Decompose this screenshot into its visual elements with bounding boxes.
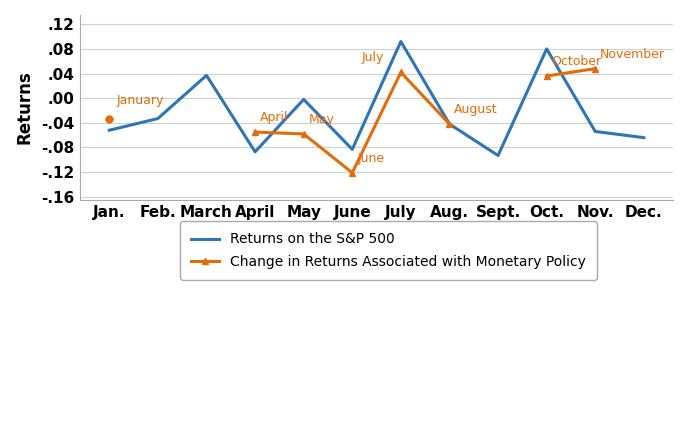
Text: November: November bbox=[600, 48, 665, 60]
Legend: Returns on the S&P 500, Change in Returns Associated with Monetary Policy: Returns on the S&P 500, Change in Return… bbox=[180, 221, 597, 280]
Text: July: July bbox=[361, 51, 384, 64]
Text: October: October bbox=[552, 55, 601, 68]
Text: May: May bbox=[308, 113, 334, 126]
Text: April: April bbox=[260, 111, 288, 124]
Y-axis label: Returns: Returns bbox=[15, 71, 33, 144]
Text: June: June bbox=[357, 152, 385, 165]
Text: January: January bbox=[116, 95, 164, 107]
X-axis label: 2022: 2022 bbox=[354, 223, 400, 241]
Text: August: August bbox=[454, 103, 498, 116]
